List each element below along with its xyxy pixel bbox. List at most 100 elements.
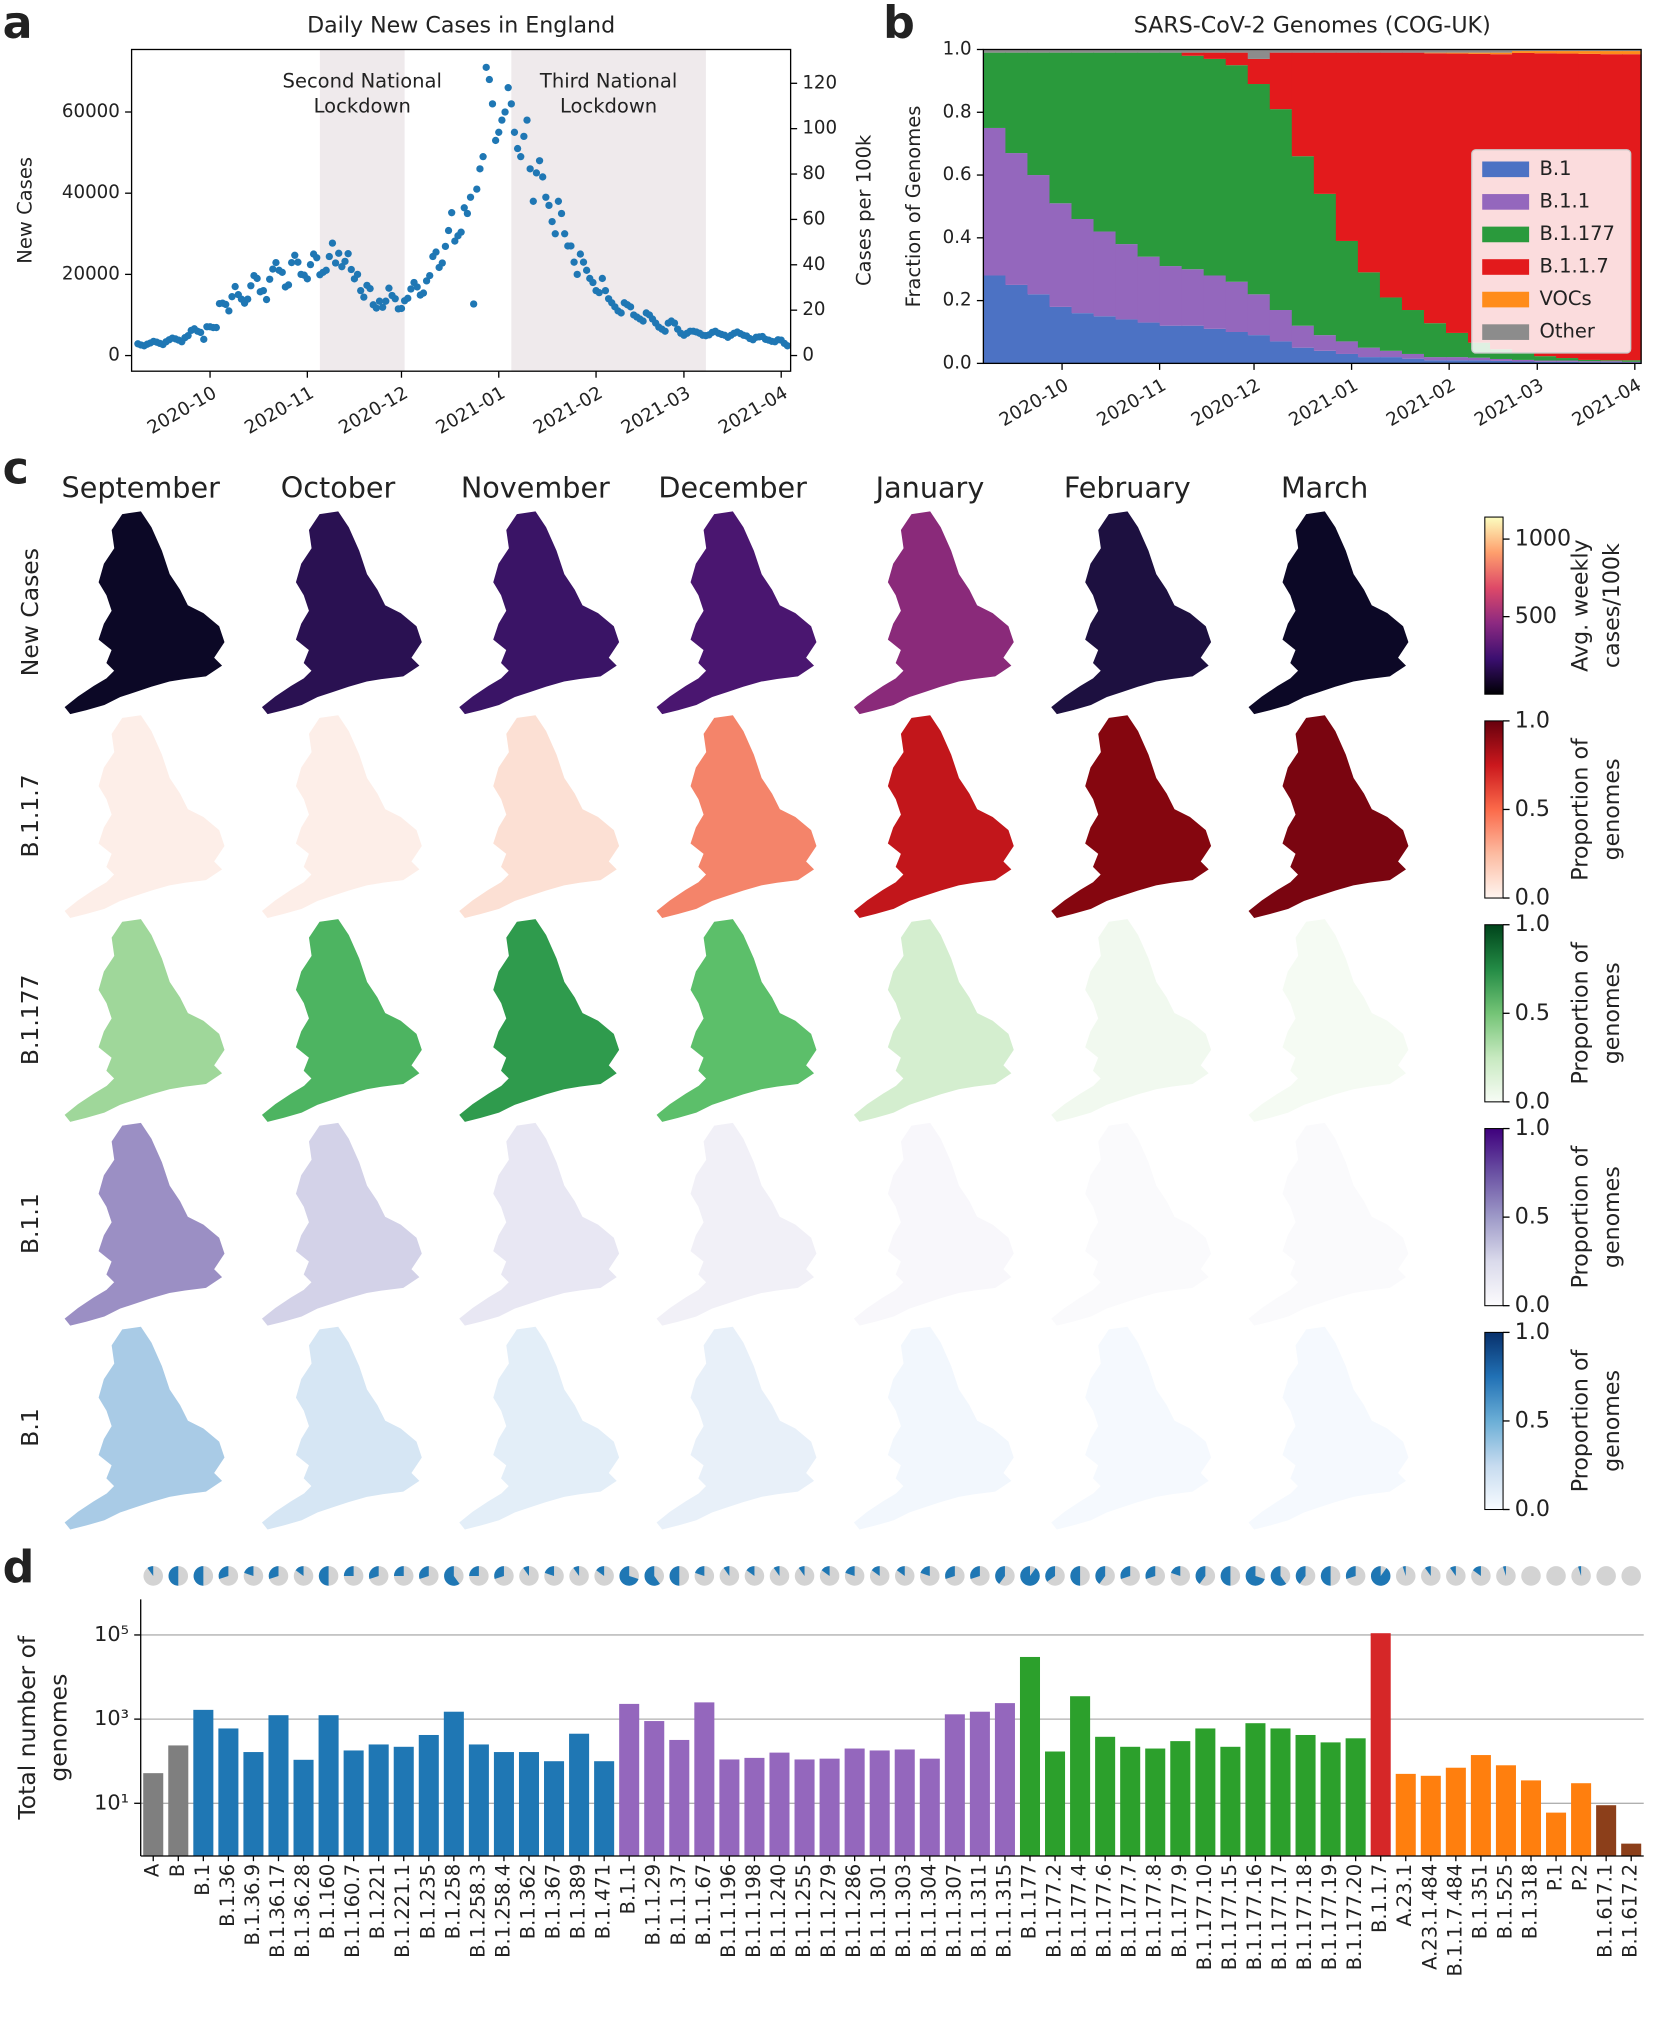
area-segment [1203, 49, 1227, 53]
data-point [287, 258, 296, 267]
area-segment [1401, 49, 1425, 53]
area-segment [1534, 356, 1557, 361]
lockdown-span [511, 49, 706, 372]
pie-wedge [1578, 1566, 1582, 1576]
x-tick-label: B.1.471 [592, 1864, 615, 1939]
area-segment [1291, 347, 1315, 364]
area-segment [1049, 306, 1073, 364]
x-tick-label: B.1.1.240 [767, 1864, 790, 1958]
area-segment [1600, 49, 1623, 52]
column-label: February [1064, 471, 1191, 505]
x-tick-label: B.1.617.1 [1594, 1864, 1617, 1958]
area-segment [1049, 52, 1073, 204]
area-segment [1225, 281, 1249, 332]
area-segment [1137, 322, 1161, 364]
span-label: Second National [283, 70, 442, 93]
data-point [539, 173, 547, 181]
pie-wedge [1502, 1566, 1506, 1576]
bar [168, 1745, 189, 1856]
area-segment [1093, 52, 1117, 232]
area-segment [1181, 52, 1205, 56]
bar [493, 1752, 514, 1856]
pie-wedge [821, 1566, 830, 1576]
colorbar-tick-label: 0.0 [1515, 1292, 1550, 1318]
bar [1345, 1738, 1366, 1856]
bar [1220, 1746, 1241, 1856]
data-point [331, 259, 340, 267]
column-label: September [62, 471, 221, 505]
data-point [460, 204, 468, 212]
y2-axis-label: Cases per 100k [852, 134, 875, 286]
data-point [347, 265, 355, 274]
data-point [783, 342, 792, 350]
x-tick-label: B.1.1.279 [817, 1864, 840, 1958]
data-point [476, 165, 484, 173]
bar [343, 1750, 364, 1856]
area-segment [1512, 49, 1535, 52]
area-segment [1445, 49, 1469, 53]
column-label: January [874, 471, 985, 505]
area-segment [1225, 65, 1249, 282]
data-point [294, 258, 302, 266]
data-point [557, 209, 566, 218]
pie-wedge [1472, 1566, 1481, 1576]
x-tick-label: B.1.177.16 [1243, 1864, 1266, 1970]
area-segment [1247, 84, 1271, 295]
area-segment [1445, 357, 1469, 361]
area-segment [1600, 361, 1623, 363]
legend-swatch [1482, 226, 1530, 243]
colorbar-tick-label: 1.0 [1515, 707, 1550, 733]
data-point [595, 288, 603, 297]
area-segment [1049, 203, 1073, 307]
data-point [488, 100, 497, 108]
pie-wedge [1095, 1566, 1106, 1584]
colorbar-tick-label: 1.0 [1515, 911, 1550, 937]
colorbar-tick-label: 0.5 [1515, 1407, 1550, 1433]
y-tick-label: 10³ [94, 1706, 129, 1730]
area-segment [1468, 360, 1491, 364]
data-point [457, 228, 465, 236]
area-segment [1534, 51, 1557, 54]
bar [769, 1752, 790, 1856]
area-segment [1005, 49, 1028, 53]
data-point [626, 303, 635, 311]
bar [1520, 1780, 1542, 1856]
data-point [335, 249, 343, 257]
data-point [589, 278, 597, 287]
area-segment [1423, 53, 1447, 324]
data-point [554, 197, 563, 205]
data-point [507, 100, 515, 108]
area-segment [1093, 316, 1117, 364]
bar [1170, 1741, 1191, 1856]
area-segment [1445, 52, 1469, 54]
data-point [473, 185, 481, 193]
x-tick-label: B.1.1.29 [642, 1864, 665, 1946]
area-segment [1622, 49, 1642, 52]
area-segment [983, 52, 1006, 128]
lockdown-span [319, 49, 405, 372]
region-map [459, 1326, 620, 1530]
data-point [382, 297, 390, 305]
colorbar [1484, 924, 1504, 1103]
x-tick-label: B.1.36 [216, 1864, 239, 1927]
pie-wedge [723, 1566, 730, 1576]
pie-background [1496, 1566, 1516, 1586]
data-point [200, 335, 208, 343]
data-point [338, 263, 346, 271]
area-segment [1534, 361, 1557, 364]
data-point [523, 116, 531, 124]
x-tick-label: B.1.177.4 [1068, 1864, 1091, 1958]
pie-wedge [444, 1566, 460, 1586]
pie-wedge [596, 1566, 605, 1576]
bar [193, 1709, 214, 1856]
y-tick-label: 60000 [62, 101, 120, 122]
region-map [656, 715, 817, 919]
data-point [247, 282, 255, 290]
region-map [853, 1326, 1014, 1530]
area-segment [1181, 269, 1205, 326]
bar [293, 1759, 314, 1856]
legend-label: B.1.1 [1540, 189, 1591, 212]
bar [1445, 1767, 1466, 1856]
bar [619, 1703, 640, 1856]
pie-wedge [1345, 1566, 1356, 1579]
